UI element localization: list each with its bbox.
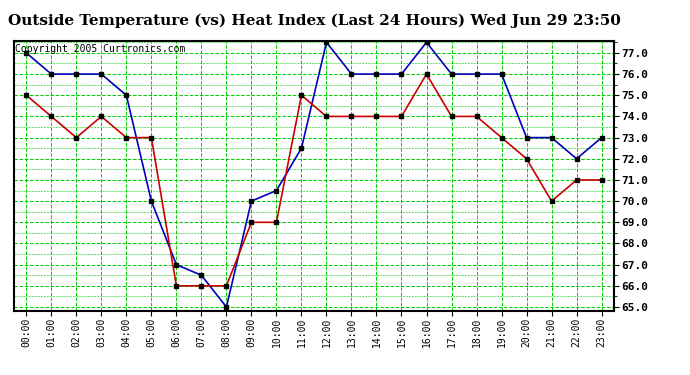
Text: Outside Temperature (vs) Heat Index (Last 24 Hours) Wed Jun 29 23:50: Outside Temperature (vs) Heat Index (Las… xyxy=(8,13,620,27)
Text: Copyright 2005 Curtronics.com: Copyright 2005 Curtronics.com xyxy=(15,44,186,54)
